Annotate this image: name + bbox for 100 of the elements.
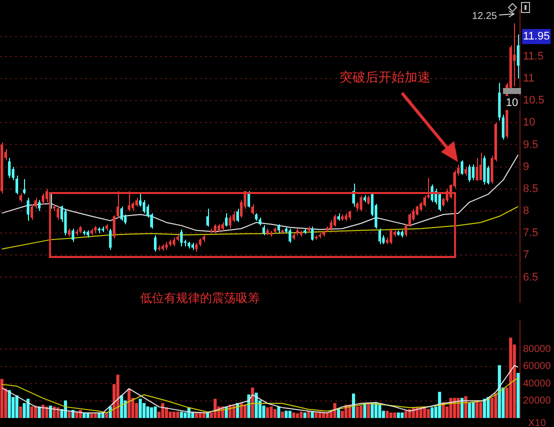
bar [288, 410, 292, 418]
y-tick-label: 20000 [523, 396, 552, 407]
candlestick [378, 228, 382, 245]
y-tick-label: 11.5 [523, 50, 544, 62]
bar [400, 412, 404, 418]
candlestick [26, 197, 30, 222]
candlestick [109, 228, 112, 250]
bar [464, 396, 468, 418]
bar [393, 412, 396, 418]
candlestick [45, 188, 48, 203]
bar [254, 392, 258, 418]
candlestick [206, 208, 209, 227]
bar [378, 404, 382, 418]
y-tick-label: 10 [523, 116, 536, 129]
bar [273, 409, 276, 418]
bar [52, 406, 56, 418]
bar [277, 406, 280, 418]
bar [292, 412, 296, 418]
bar [509, 338, 512, 418]
candlestick [30, 204, 34, 220]
candlestick [513, 22, 516, 87]
bar [296, 413, 299, 418]
bar [426, 409, 430, 418]
bar [244, 404, 247, 418]
y-tick-label: 60000 [523, 361, 552, 372]
bar [19, 406, 22, 418]
bar [359, 406, 363, 418]
bar [8, 390, 11, 418]
bar [374, 403, 378, 418]
candlestick [288, 228, 292, 244]
candlestick [128, 190, 130, 212]
y-tick-label: 11.95 [523, 30, 550, 43]
candlestick [120, 206, 123, 222]
bar [498, 365, 501, 418]
y-tick-label: 8 [523, 205, 530, 218]
candlestick [56, 206, 60, 220]
bar [154, 406, 157, 418]
candlestick [460, 160, 464, 176]
candlestick [360, 195, 362, 212]
candlestick [476, 157, 478, 182]
candlestick [334, 214, 336, 227]
annotation: 12.25 [472, 10, 498, 22]
bar [352, 394, 356, 418]
candlestick [352, 183, 355, 208]
bar [366, 403, 370, 418]
bar [300, 412, 303, 418]
bar [198, 412, 202, 418]
bar [240, 403, 243, 418]
bar [333, 403, 336, 418]
candlestick [38, 199, 41, 212]
candlestick [236, 208, 239, 223]
bar [26, 398, 30, 418]
annotation: 10 [506, 97, 518, 110]
bar [180, 412, 183, 418]
y-tick-label: 9 [523, 160, 530, 173]
bar [404, 410, 408, 418]
bar [370, 403, 374, 418]
candlestick [502, 114, 504, 140]
bar [176, 412, 180, 418]
bar [168, 412, 172, 418]
bar [30, 406, 34, 418]
candlestick [64, 208, 67, 236]
bar [146, 406, 150, 418]
bar [128, 388, 131, 418]
bar [150, 407, 154, 418]
bar [161, 403, 164, 418]
candlestick [390, 228, 392, 245]
bar [48, 406, 52, 418]
annotation: 低位有规律的震荡吸筹 [140, 291, 260, 306]
bar [430, 407, 434, 418]
bar [214, 398, 217, 418]
candlestick [42, 192, 44, 205]
bar [303, 412, 306, 418]
y-tick-label: 10.5 [523, 94, 544, 107]
candlestick [423, 195, 426, 208]
bar [363, 403, 366, 418]
bar [479, 402, 482, 418]
candlestick [311, 226, 314, 242]
bar [90, 413, 94, 418]
y-tick-label: 80000 [523, 344, 552, 355]
bar [172, 412, 176, 418]
candlestick [262, 224, 266, 236]
bar [284, 410, 288, 418]
bar [482, 398, 486, 418]
y-tick-label: 7 [523, 249, 530, 262]
bar [138, 398, 142, 418]
bar [202, 412, 206, 418]
candlestick [154, 234, 157, 252]
text: X10 [528, 418, 546, 427]
bar [270, 406, 273, 418]
bar [15, 395, 18, 418]
bar [68, 412, 71, 418]
candlestick [251, 204, 254, 216]
bar [250, 388, 254, 418]
candlestick [225, 212, 228, 227]
y-tick-label: 40000 [523, 378, 552, 390]
bar [438, 392, 442, 418]
bar [322, 412, 326, 418]
y-tick-label: 11 [523, 72, 534, 85]
y-tick-label: 9.5 [523, 138, 538, 151]
